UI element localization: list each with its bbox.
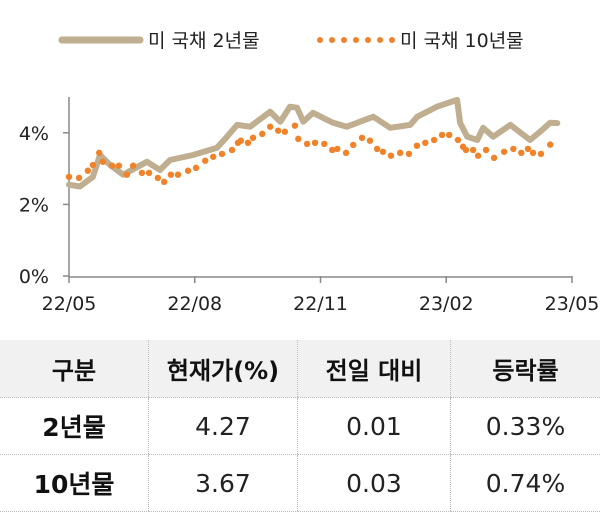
series-point-10y xyxy=(547,141,553,147)
legend-dot xyxy=(341,37,347,43)
legend-swatch-10y xyxy=(317,37,395,43)
series-point-10y xyxy=(161,179,167,185)
series-point-10y xyxy=(96,150,102,156)
legend-dot xyxy=(353,37,359,43)
series-point-10y xyxy=(238,137,244,143)
series-point-10y xyxy=(374,146,380,152)
series-point-10y xyxy=(250,135,256,141)
series-point-10y xyxy=(130,163,136,169)
legend-label-2y: 미 국채 2년물 xyxy=(148,30,260,52)
legend-label-10y: 미 국채 10년물 xyxy=(400,30,524,52)
series-point-10y xyxy=(90,162,96,168)
x-tick-label: 22/05 xyxy=(42,293,97,315)
legend-dot xyxy=(377,37,383,43)
series-point-10y xyxy=(518,150,524,156)
x-tick-label: 22/08 xyxy=(167,293,222,315)
series-point-10y xyxy=(245,140,251,146)
yield-chart: 미 국채 2년물 미 국채 10년물 0% 2% 4% 22/05 22/08 22/1… xyxy=(0,0,600,330)
series-point-10y xyxy=(229,147,235,153)
x-tick-label: 23/02 xyxy=(419,293,474,315)
change-rate: 0.33% xyxy=(451,398,600,455)
series-point-10y xyxy=(85,168,91,174)
x-tick-label: 22/11 xyxy=(293,293,348,315)
series-point-10y xyxy=(463,147,469,153)
table-row: 10년물 3.67 0.03 0.74% xyxy=(0,455,600,512)
series-point-10y xyxy=(219,151,225,157)
header-current: 현재가(%) xyxy=(149,340,298,398)
legend-dot xyxy=(329,37,335,43)
series-point-10y xyxy=(414,142,420,148)
series-point-10y xyxy=(109,163,115,169)
header-category: 구분 xyxy=(0,340,149,398)
series-point-10y xyxy=(168,171,174,177)
series-point-10y xyxy=(210,154,216,160)
table-header-row: 구분 현재가(%) 전일 대비 등락률 xyxy=(0,340,600,398)
series-point-10y xyxy=(530,150,536,156)
current-value: 3.67 xyxy=(149,455,298,512)
series-point-10y xyxy=(470,147,476,153)
series-point-10y xyxy=(422,140,428,146)
table-row: 2년물 4.27 0.01 0.33% xyxy=(0,398,600,455)
series-point-10y xyxy=(292,122,298,128)
series-point-10y xyxy=(259,131,265,137)
series-point-10y xyxy=(350,142,356,148)
series-point-10y xyxy=(295,136,301,142)
y-tick-label: 2% xyxy=(19,194,49,216)
series-point-10y xyxy=(155,175,161,181)
y-tick-label: 0% xyxy=(19,266,49,288)
legend-dot xyxy=(317,37,323,43)
legend: 미 국채 2년물 미 국채 10년물 xyxy=(62,30,524,52)
series-point-10y xyxy=(431,137,437,143)
x-tick-label: 23/05 xyxy=(545,293,600,315)
series-point-10y xyxy=(66,174,72,180)
series-point-10y xyxy=(175,171,181,177)
series-point-10y xyxy=(491,155,497,161)
change-value: 0.03 xyxy=(298,455,451,512)
series-point-10y xyxy=(275,127,281,133)
series-point-10y xyxy=(334,146,340,152)
row-label: 10년물 xyxy=(0,455,149,512)
current-value: 4.27 xyxy=(149,398,298,455)
series-point-10y xyxy=(367,137,373,143)
header-change-rate: 등락률 xyxy=(451,340,600,398)
series-point-10y xyxy=(446,132,452,138)
series-point-10y xyxy=(321,141,327,147)
series-point-10y xyxy=(397,150,403,156)
series-point-10y xyxy=(455,137,461,143)
series-point-10y xyxy=(525,146,531,152)
series-point-10y xyxy=(124,171,130,177)
series-point-10y xyxy=(380,149,386,155)
series-point-10y xyxy=(343,150,349,156)
series-point-10y xyxy=(483,147,489,153)
series-point-10y xyxy=(202,158,208,164)
series-point-10y xyxy=(185,168,191,174)
change-rate: 0.74% xyxy=(451,455,600,512)
series-point-10y xyxy=(388,153,394,159)
series-point-10y xyxy=(282,129,288,135)
series-point-10y xyxy=(475,153,481,159)
series-point-10y xyxy=(116,163,122,169)
series-point-10y xyxy=(267,124,273,130)
series-point-10y xyxy=(139,170,145,176)
change-value: 0.01 xyxy=(298,398,451,455)
series-point-10y xyxy=(304,141,310,147)
series-point-10y xyxy=(76,175,82,181)
header-change: 전일 대비 xyxy=(298,340,451,398)
series-point-10y xyxy=(193,165,199,171)
series-point-10y xyxy=(146,170,152,176)
series-point-10y xyxy=(406,151,412,157)
row-label: 2년물 xyxy=(0,398,149,455)
series-point-10y xyxy=(439,132,445,138)
series-point-10y xyxy=(510,146,516,152)
y-tick-label: 4% xyxy=(19,123,49,145)
series-point-10y xyxy=(100,159,106,165)
yield-table: 구분 현재가(%) 전일 대비 등락률 2년물 4.27 0.01 0.33% … xyxy=(0,340,600,512)
legend-dot xyxy=(365,37,371,43)
series-point-10y xyxy=(359,135,365,141)
series-point-10y xyxy=(501,149,507,155)
series-point-10y xyxy=(312,140,318,146)
series-point-10y xyxy=(538,151,544,157)
legend-dot xyxy=(389,37,395,43)
